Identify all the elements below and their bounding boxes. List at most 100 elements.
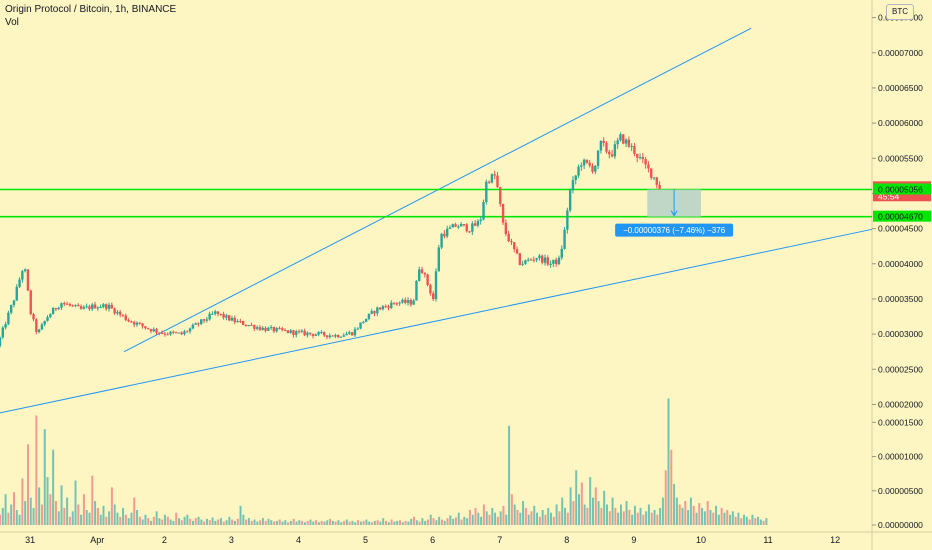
volume-bar bbox=[57, 511, 60, 525]
candle-body bbox=[633, 146, 636, 154]
volume-indicator-label[interactable]: Vol bbox=[5, 17, 19, 28]
volume-bar bbox=[43, 429, 46, 525]
candle-body bbox=[513, 242, 516, 250]
candle-body bbox=[381, 306, 385, 310]
candle-body bbox=[362, 321, 365, 323]
candle-body bbox=[124, 315, 127, 321]
candle-body bbox=[292, 330, 295, 335]
volume-bar bbox=[124, 514, 127, 525]
volume-bar bbox=[726, 509, 729, 525]
trendlines[interactable] bbox=[0, 27, 873, 414]
volume-bar bbox=[1, 507, 4, 525]
candle-body bbox=[77, 304, 80, 307]
candle-body bbox=[71, 305, 74, 307]
volume-bar bbox=[625, 501, 628, 525]
candle-body bbox=[174, 332, 178, 334]
volume-bar bbox=[466, 518, 469, 525]
candle-body bbox=[281, 328, 284, 331]
volume-bar bbox=[315, 520, 318, 525]
price-tick-label: 0.00006500 bbox=[878, 83, 923, 93]
upper-level-tag: 0.00005056 bbox=[878, 184, 923, 194]
volume-bar bbox=[208, 520, 211, 525]
volume-bar bbox=[359, 521, 362, 525]
volume-bar bbox=[684, 501, 687, 525]
volume-bar bbox=[550, 512, 553, 525]
volume-bar bbox=[701, 507, 704, 525]
price-tick-label: 0.00003000 bbox=[878, 329, 923, 339]
candle-body bbox=[543, 257, 547, 263]
candle-body bbox=[378, 307, 382, 310]
volume-bar bbox=[393, 521, 396, 525]
candle-body bbox=[35, 319, 38, 333]
currency-button[interactable]: BTC bbox=[886, 4, 914, 20]
candle-body bbox=[79, 306, 83, 309]
candle-body bbox=[644, 159, 647, 165]
horizontal-levels[interactable] bbox=[0, 188, 872, 218]
volume-bar bbox=[558, 511, 561, 525]
candle-body bbox=[309, 332, 312, 334]
volume-bar bbox=[343, 520, 346, 525]
candle-body bbox=[7, 312, 10, 325]
volume-bar bbox=[740, 518, 743, 525]
candle-body bbox=[29, 290, 32, 315]
candle-body bbox=[462, 224, 466, 226]
candle-body bbox=[197, 323, 200, 325]
volume-bar bbox=[35, 415, 38, 525]
volume-bar bbox=[18, 514, 21, 525]
volume-bar bbox=[564, 507, 567, 525]
volume-bar bbox=[720, 507, 723, 525]
volume-bar bbox=[357, 520, 360, 525]
volume-bar bbox=[426, 519, 429, 525]
volume-bar bbox=[418, 521, 421, 525]
volume-bar bbox=[387, 522, 390, 525]
time-tick-label: 12 bbox=[830, 535, 840, 545]
candle-body bbox=[253, 325, 256, 329]
candle-body bbox=[596, 150, 600, 166]
trendline bbox=[0, 228, 873, 414]
candle-body bbox=[12, 300, 16, 306]
volume-bar bbox=[745, 516, 748, 525]
price-tick-label: 0.00007000 bbox=[878, 48, 923, 58]
volume-bar bbox=[259, 520, 262, 525]
price-axis[interactable]: 0.000075000.000070000.000065000.00006000… bbox=[872, 13, 923, 410]
price-range-measure[interactable]: −0.00000376 (−7.46%) −376 bbox=[615, 189, 734, 237]
volume-bar bbox=[605, 504, 608, 525]
volume-bar bbox=[678, 504, 681, 525]
volume-bar bbox=[499, 511, 502, 525]
candle-body bbox=[74, 304, 77, 306]
volume-bar bbox=[247, 518, 250, 525]
volume-bar bbox=[94, 501, 97, 525]
volume-tick-label: 0.00001000 bbox=[878, 452, 923, 462]
volume-bar bbox=[636, 512, 639, 525]
volume-bar bbox=[717, 514, 720, 525]
volume-bar bbox=[166, 516, 169, 525]
volume-bar bbox=[404, 520, 407, 525]
volume-bar bbox=[424, 520, 427, 525]
candle-body bbox=[448, 227, 452, 229]
volume-bar bbox=[26, 444, 29, 525]
volume-bar bbox=[670, 449, 673, 525]
volume-bar bbox=[317, 522, 320, 525]
volume-bar bbox=[751, 514, 754, 525]
time-axis[interactable]: 31 Apr 2 3 4 5 6 7 8 9 10 11 12 bbox=[25, 535, 840, 545]
volume-bar bbox=[407, 521, 410, 525]
volume-bar bbox=[337, 520, 340, 525]
candles bbox=[0, 132, 661, 348]
time-tick-label: 31 bbox=[25, 535, 35, 545]
volume-bar bbox=[102, 505, 105, 525]
volume-bar bbox=[583, 504, 586, 525]
volume-bar bbox=[748, 519, 751, 525]
candle-body bbox=[328, 335, 331, 338]
time-tick-label: 6 bbox=[430, 535, 435, 545]
volume-bar bbox=[664, 470, 667, 525]
candle-body bbox=[163, 333, 167, 335]
volume-bar bbox=[522, 501, 525, 525]
candle-body bbox=[437, 247, 440, 272]
candle-body bbox=[563, 229, 566, 249]
time-tick-label: 7 bbox=[497, 535, 502, 545]
candle-body bbox=[152, 329, 155, 332]
volume-bar bbox=[63, 507, 66, 525]
volume-bar bbox=[180, 520, 183, 525]
candle-body bbox=[135, 322, 139, 325]
